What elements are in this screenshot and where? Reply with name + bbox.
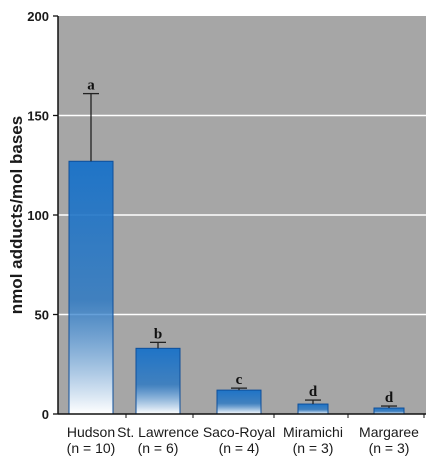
- axes: 0 50 100 150 200: [27, 9, 426, 422]
- y-axis-title: nmol adducts/mol bases: [7, 116, 26, 314]
- y-tick-label: 100: [27, 208, 49, 223]
- category-label: St. Lawrence: [117, 424, 199, 440]
- bar-margaree: [373, 407, 405, 415]
- bar-hudson: [68, 160, 114, 415]
- sample-size-label: (n = 4): [219, 440, 260, 456]
- significance-label: d: [309, 384, 318, 400]
- category-label: Miramichi: [283, 424, 343, 440]
- labels: a Hudson(n = 10) b St. Lawrence(n = 6) c Saco…: [67, 78, 419, 456]
- y-tick-label: 150: [27, 109, 49, 124]
- category-label: Margaree: [359, 424, 419, 440]
- significance-label: b: [154, 326, 162, 342]
- gridlines: [58, 114, 426, 316]
- significance-label: c: [236, 372, 243, 388]
- category-label: Hudson: [67, 424, 115, 440]
- significance-label: a: [87, 78, 95, 94]
- bars: [68, 92, 405, 415]
- bar-saco-royal: [216, 389, 262, 415]
- y-tick-label: 50: [35, 308, 49, 323]
- significance-label: d: [385, 390, 394, 406]
- sample-size-label: (n = 3): [369, 440, 410, 456]
- bar-st-lawrence: [135, 347, 181, 415]
- y-tick-label: 0: [42, 407, 49, 422]
- y-tick-label: 200: [27, 9, 49, 24]
- sample-size-label: (n = 6): [138, 440, 179, 456]
- category-label: Saco-Royal: [203, 424, 275, 440]
- sample-size-label: (n = 10): [67, 440, 116, 456]
- sample-size-label: (n = 3): [293, 440, 334, 456]
- bar-miramichi: [297, 403, 329, 415]
